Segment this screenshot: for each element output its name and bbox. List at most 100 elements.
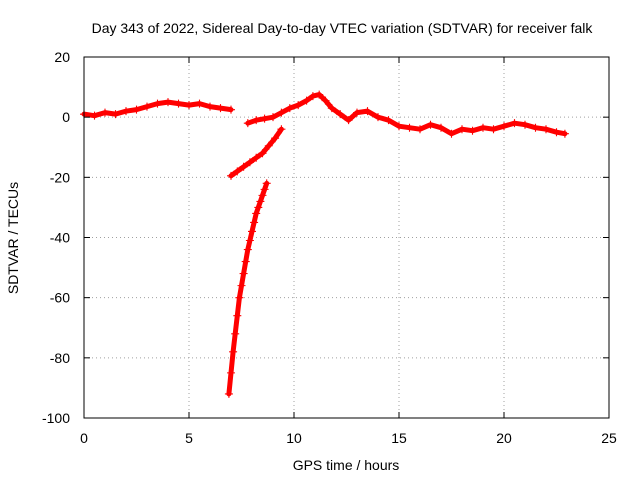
data-point bbox=[336, 110, 345, 119]
x-tick-label: 10 bbox=[286, 430, 302, 446]
data-point bbox=[132, 105, 141, 114]
data-point bbox=[252, 116, 261, 125]
data-point bbox=[384, 116, 393, 125]
data-point bbox=[206, 102, 214, 111]
data-point bbox=[405, 123, 414, 132]
axis-ticks bbox=[83, 56, 610, 419]
data-point bbox=[227, 105, 235, 114]
series-descending-branch bbox=[227, 125, 286, 180]
data-point bbox=[285, 104, 294, 113]
data-point bbox=[235, 293, 244, 302]
y-tick-label: -80 bbox=[50, 350, 70, 366]
plot-frame bbox=[83, 56, 610, 419]
data-point bbox=[143, 102, 151, 111]
data-point bbox=[258, 149, 267, 158]
grid bbox=[84, 57, 609, 418]
x-tick-labels: 0 5 10 15 20 25 bbox=[80, 430, 617, 446]
data-point bbox=[233, 167, 242, 176]
data-point bbox=[241, 257, 250, 266]
data-point bbox=[245, 236, 254, 245]
y-tick-label: -40 bbox=[50, 230, 70, 246]
data-point bbox=[416, 125, 424, 134]
data-point bbox=[353, 108, 361, 117]
data-point bbox=[426, 120, 435, 129]
y-axis-label: SDTVAR / TECUs bbox=[5, 182, 21, 294]
data-point bbox=[122, 107, 130, 116]
series-steep-branch bbox=[224, 179, 271, 398]
x-tick-label: 25 bbox=[601, 430, 617, 446]
data-point bbox=[321, 96, 330, 105]
data-point bbox=[258, 191, 267, 200]
data-point bbox=[542, 125, 550, 134]
data-point bbox=[260, 114, 269, 123]
data-point bbox=[174, 99, 183, 108]
data-point bbox=[500, 122, 508, 131]
y-tick-label: 20 bbox=[54, 49, 70, 65]
data-point bbox=[552, 128, 561, 137]
data-point bbox=[489, 125, 498, 134]
data-point bbox=[271, 134, 280, 143]
data-point bbox=[233, 311, 242, 320]
data-point bbox=[250, 218, 259, 227]
data-point bbox=[327, 104, 336, 113]
series-mid-track bbox=[243, 90, 569, 138]
data-point bbox=[243, 119, 252, 128]
data-point bbox=[447, 129, 456, 138]
chart-title: Day 343 of 2022, Sidereal Day-to-day VTE… bbox=[92, 20, 594, 36]
data-point bbox=[395, 122, 403, 131]
data-point bbox=[510, 119, 519, 128]
data-point bbox=[458, 125, 466, 134]
data-point bbox=[245, 158, 254, 167]
data-point bbox=[252, 153, 261, 162]
data-point bbox=[521, 120, 529, 129]
data-point bbox=[243, 245, 252, 254]
x-tick-label: 0 bbox=[80, 430, 88, 446]
data-point bbox=[308, 92, 317, 101]
data-point bbox=[254, 203, 263, 212]
data-point bbox=[260, 185, 269, 194]
series-main-track bbox=[80, 98, 235, 120]
data-point bbox=[531, 123, 540, 132]
x-axis-label: GPS time / hours bbox=[293, 457, 400, 473]
data-point bbox=[229, 347, 238, 356]
data-point bbox=[262, 179, 271, 188]
data-point bbox=[195, 99, 204, 108]
data-point bbox=[315, 90, 324, 99]
y-tick-labels: -100 -80 -60 -40 -20 0 20 bbox=[42, 49, 70, 426]
data-point bbox=[437, 123, 445, 132]
series-band bbox=[226, 180, 270, 397]
data-point bbox=[479, 123, 487, 132]
data-point bbox=[90, 111, 99, 120]
data-point bbox=[252, 209, 261, 218]
y-tick-label: -60 bbox=[50, 290, 70, 306]
data-point bbox=[264, 141, 273, 150]
data-point bbox=[227, 171, 235, 180]
data-point bbox=[227, 368, 235, 377]
x-tick-label: 20 bbox=[496, 430, 512, 446]
data-point bbox=[560, 129, 569, 138]
x-tick-label: 5 bbox=[185, 430, 193, 446]
data-point bbox=[237, 281, 246, 290]
series-band bbox=[228, 126, 284, 179]
x-tick-label: 15 bbox=[391, 430, 407, 446]
data-point bbox=[164, 98, 172, 107]
y-tick-label: 0 bbox=[62, 109, 70, 125]
data-point bbox=[363, 107, 372, 116]
data-point bbox=[256, 197, 265, 206]
data-point bbox=[216, 104, 225, 113]
y-tick-label: -100 bbox=[42, 410, 70, 426]
data-point bbox=[468, 126, 477, 135]
data-point bbox=[239, 162, 248, 171]
data-point bbox=[153, 99, 162, 108]
data-point bbox=[344, 116, 353, 125]
data-point bbox=[302, 96, 311, 105]
data-point bbox=[294, 101, 303, 110]
data-point bbox=[277, 125, 286, 134]
data-point bbox=[224, 389, 233, 398]
data-point bbox=[374, 113, 382, 122]
data-point bbox=[185, 101, 193, 110]
y-tick-label: -20 bbox=[50, 169, 70, 185]
data-point bbox=[248, 227, 256, 236]
data-marks bbox=[80, 90, 569, 398]
data-point bbox=[231, 329, 240, 338]
